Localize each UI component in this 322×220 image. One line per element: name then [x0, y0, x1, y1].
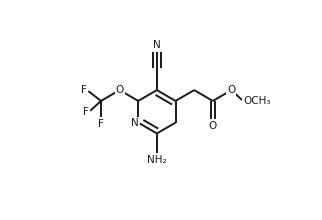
Text: N: N — [153, 40, 161, 50]
Text: O: O — [209, 121, 217, 131]
Text: F: F — [81, 85, 87, 95]
Text: N: N — [130, 118, 138, 128]
Text: F: F — [98, 119, 104, 128]
Text: NH₂: NH₂ — [147, 155, 167, 165]
Text: F: F — [83, 107, 89, 117]
Text: O: O — [116, 85, 124, 95]
Text: O: O — [227, 85, 236, 95]
Text: OCH₃: OCH₃ — [243, 96, 270, 106]
